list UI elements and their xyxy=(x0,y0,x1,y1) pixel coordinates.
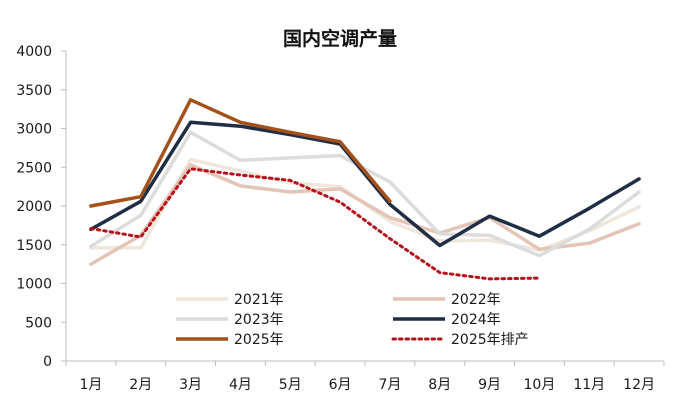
y-tick-label: 0 xyxy=(43,354,52,370)
series-layer xyxy=(89,98,641,281)
x-tick-label: 12月 xyxy=(623,377,655,393)
legend-label: 2025年排产 xyxy=(451,332,529,348)
x-tick-label: 6月 xyxy=(329,377,352,393)
axes: 0 500 1000 1500 2000 2500 3000 3500 4000 1月 2月 3月 4月… xyxy=(16,44,665,393)
x-tick-label: 4月 xyxy=(229,377,252,393)
y-tick-label: 1500 xyxy=(16,238,52,254)
y-tick-label: 4000 xyxy=(16,44,52,60)
x-tick-label: 11月 xyxy=(573,377,605,393)
x-tick-label: 10月 xyxy=(524,377,556,393)
legend-label: 2021年 xyxy=(234,292,284,308)
legend: 2021年 2022年 2023年 2024年 2025年 2025年排产 xyxy=(176,292,529,348)
legend-label: 2023年 xyxy=(234,312,284,328)
y-tick-label: 3000 xyxy=(16,122,52,138)
x-tick-label: 7月 xyxy=(378,377,401,393)
series-line-5 xyxy=(89,167,541,281)
series-line-1 xyxy=(89,163,641,266)
series-line-3 xyxy=(89,120,641,248)
chart-title: 国内空调产量 xyxy=(283,27,397,50)
x-tick-label: 5月 xyxy=(279,377,302,393)
x-tick-label: 2月 xyxy=(129,377,152,393)
legend-label: 2025年 xyxy=(234,332,284,348)
y-tick-label: 3500 xyxy=(16,83,52,99)
y-tick-label: 2000 xyxy=(16,199,52,215)
x-tick-label: 3月 xyxy=(179,377,202,393)
y-tick-label: 1000 xyxy=(16,277,52,293)
legend-label: 2024年 xyxy=(451,312,501,328)
x-tick-label: 1月 xyxy=(79,377,102,393)
y-tick-label: 2500 xyxy=(16,160,52,176)
series-line-4 xyxy=(89,98,392,208)
x-tick-label: 9月 xyxy=(478,377,501,393)
legend-label: 2022年 xyxy=(451,292,501,308)
x-tick-label: 8月 xyxy=(428,377,451,393)
y-tick-label: 500 xyxy=(25,315,52,331)
